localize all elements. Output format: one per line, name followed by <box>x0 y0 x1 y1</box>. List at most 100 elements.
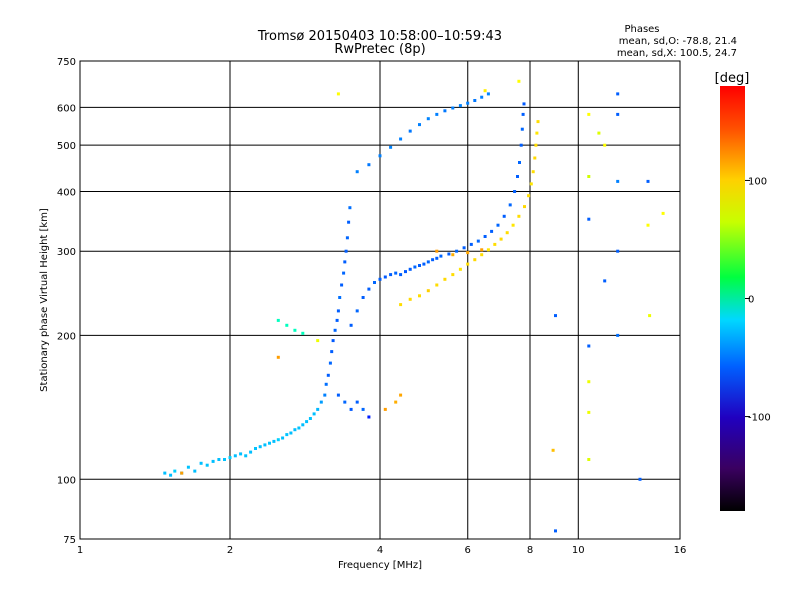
data-point <box>435 283 439 287</box>
data-point <box>534 143 538 147</box>
data-point <box>342 271 346 275</box>
data-point <box>316 339 320 343</box>
data-point <box>349 323 353 327</box>
data-point <box>324 382 328 386</box>
data-point <box>244 454 248 458</box>
data-point <box>522 102 526 106</box>
data-point <box>272 439 276 443</box>
data-point <box>399 303 403 307</box>
data-point <box>480 248 484 252</box>
y-tick-label: 750 <box>57 57 76 68</box>
data-point <box>228 456 232 460</box>
data-point <box>263 443 267 447</box>
data-point <box>293 428 297 432</box>
data-point <box>431 258 435 262</box>
data-point <box>355 170 359 174</box>
data-point <box>289 431 293 435</box>
data-point <box>521 112 525 116</box>
data-point <box>408 297 412 301</box>
data-point <box>587 380 591 384</box>
data-point <box>180 471 184 475</box>
data-point <box>169 473 173 477</box>
data-point <box>389 145 393 149</box>
y-axis-ticks: 75 100 200 300 400 500 600 750 <box>57 57 76 546</box>
x-tick-label: 8 <box>527 545 533 556</box>
data-point <box>418 294 421 298</box>
data-point <box>597 131 601 135</box>
data-point <box>408 129 412 133</box>
data-point <box>531 170 535 174</box>
data-points <box>163 79 665 533</box>
data-point <box>447 252 451 256</box>
data-point <box>367 415 371 419</box>
data-point <box>616 333 620 337</box>
x-tick-label: 1 <box>77 545 83 556</box>
data-point <box>587 410 591 414</box>
data-point <box>349 407 353 411</box>
colorbar-label: [deg] <box>715 71 750 86</box>
data-point <box>186 465 190 469</box>
data-point <box>340 283 344 287</box>
data-point <box>413 265 417 269</box>
data-point <box>466 262 470 266</box>
data-point <box>378 154 382 158</box>
data-point <box>211 459 215 463</box>
data-point <box>343 400 347 404</box>
data-point <box>587 458 591 461</box>
data-point <box>646 223 650 227</box>
data-point <box>435 112 439 116</box>
data-point <box>217 458 221 461</box>
data-point <box>343 260 347 264</box>
x-tick-label: 2 <box>227 545 233 556</box>
data-point <box>383 275 387 279</box>
data-point <box>490 229 494 233</box>
data-point <box>529 182 533 186</box>
data-point <box>383 407 387 411</box>
data-point <box>328 361 332 365</box>
data-point <box>523 205 526 209</box>
x-axis-ticks: 1 2 4 6 8 10 16 <box>77 545 687 556</box>
data-point <box>587 217 591 221</box>
data-point <box>404 270 407 274</box>
data-point <box>493 242 497 246</box>
plot-frame <box>79 60 681 540</box>
grid-lines <box>80 61 680 539</box>
data-point <box>422 262 426 266</box>
data-point <box>502 214 506 218</box>
data-point <box>483 89 487 93</box>
data-point <box>508 203 512 207</box>
data-point <box>333 328 337 332</box>
data-point <box>496 223 500 227</box>
data-point <box>276 355 280 359</box>
colorbar-ticks: 100 0 -100 <box>745 176 771 424</box>
data-point <box>418 264 421 267</box>
data-point <box>361 296 365 299</box>
data-point <box>389 273 393 277</box>
data-point <box>533 156 537 160</box>
data-point <box>249 450 253 454</box>
data-point <box>330 350 334 354</box>
data-point <box>268 441 271 445</box>
data-point <box>308 417 312 420</box>
data-point <box>513 190 517 193</box>
data-point <box>301 331 305 335</box>
data-point <box>648 314 652 318</box>
data-point <box>331 339 335 343</box>
data-point <box>336 393 340 397</box>
data-point <box>399 137 403 141</box>
data-point <box>517 214 521 218</box>
data-point <box>486 248 490 252</box>
data-point <box>499 237 503 241</box>
data-point <box>276 438 280 442</box>
data-point <box>535 131 539 135</box>
data-point <box>378 277 382 281</box>
data-point <box>193 469 197 473</box>
data-point <box>458 104 462 108</box>
data-point <box>483 235 487 238</box>
chart-subtitle: RwPretec (8p) <box>334 42 425 57</box>
data-point <box>435 249 439 253</box>
colorbar-tick-label: 100 <box>748 176 767 187</box>
data-point <box>355 309 359 313</box>
colorbar-tick-label: 0 <box>748 295 754 306</box>
